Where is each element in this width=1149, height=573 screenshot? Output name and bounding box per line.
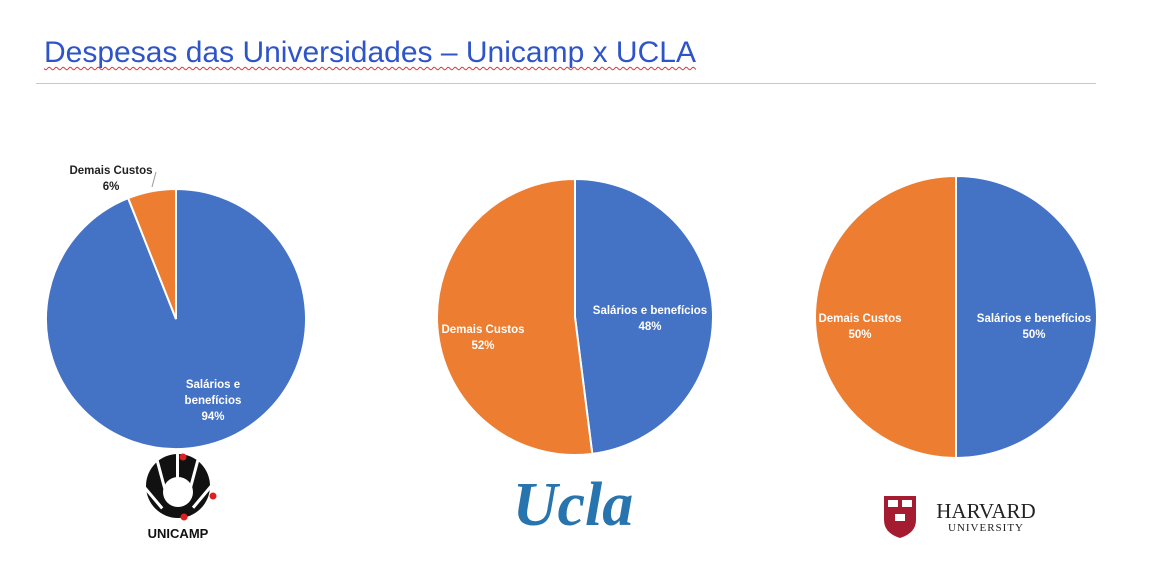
pie-chart-unicamp: Salários e benefícios 94% Demais Custos 6% [45, 165, 307, 450]
slice-value-label: 6% [103, 181, 120, 193]
pie-chart-ucla: Salários e benefícios 48% Demais Custos 52% [436, 177, 714, 456]
title-divider [36, 83, 1096, 84]
slice-value-label: 50% [848, 329, 871, 341]
slice-category-label: Demais Custos [441, 324, 524, 336]
slice-value-label: 48% [638, 321, 661, 333]
slice-category-label: Demais Custos [818, 313, 901, 325]
harvard-shield-icon [884, 496, 916, 538]
slice-value-label: 50% [1022, 329, 1045, 341]
slice-category-label: Salários e [186, 379, 240, 391]
label-leader-line [151, 171, 157, 188]
unicamp-emblem-icon [141, 452, 217, 521]
pie-slice [574, 177, 714, 456]
slice-category-label: Demais Custos [69, 165, 152, 177]
slice-value-label: 52% [471, 340, 494, 352]
harvard-logo: HARVARD UNIVERSITY [884, 496, 1036, 538]
pie-slice [955, 174, 1098, 460]
slice-category-label: Salários e benefícios [977, 313, 1091, 325]
slice-value-label: 94% [201, 411, 224, 423]
slide-title: Despesas das Universidades – Unicamp x U… [44, 36, 696, 69]
pie-slice [814, 174, 957, 460]
unicamp-logo: UNICAMP [141, 452, 217, 541]
ucla-logo: Ucla [513, 471, 634, 539]
slice-category-label: Salários e benefícios [593, 305, 707, 317]
ucla-logo-text: Ucla [513, 471, 634, 539]
pie-slice [436, 177, 594, 456]
slice-category-label: benefícios [185, 395, 242, 407]
harvard-logo-subtitle: UNIVERSITY [948, 522, 1024, 534]
unicamp-logo-text: UNICAMP [148, 526, 209, 541]
harvard-logo-title: HARVARD [936, 499, 1035, 523]
pie-chart-harvard: Salários e benefícios 50% Demais Custos 50% [814, 174, 1098, 460]
pie-slice [126, 187, 177, 320]
